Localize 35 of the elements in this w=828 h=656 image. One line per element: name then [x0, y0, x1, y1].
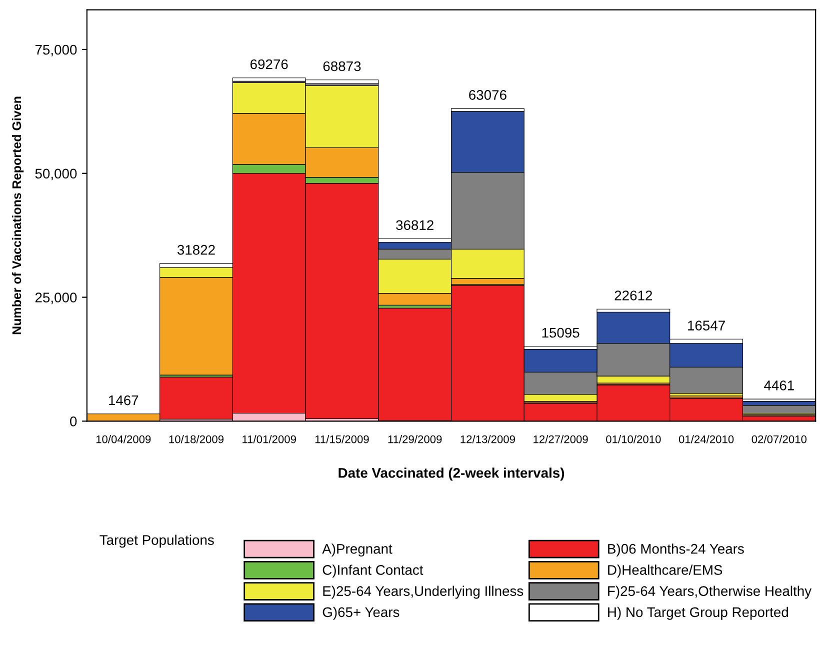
- x-tick-label: 10/04/2009: [96, 435, 151, 444]
- total-label: 36812: [396, 220, 434, 230]
- total-label: 4461: [764, 380, 794, 390]
- total-label: 22612: [614, 290, 652, 300]
- legend-label: B)06 Months-24 Years: [608, 544, 744, 557]
- x-tick-label: 01/10/2010: [606, 435, 661, 444]
- legend-label: F)25-64 Years,Otherwise Healthy: [608, 586, 812, 599]
- total-label: 1467: [108, 395, 138, 406]
- legend-label: H) No Target Group Reported: [608, 606, 788, 620]
- total-label: 69276: [250, 59, 288, 70]
- x-tick-label: 11/01/2009: [242, 435, 296, 444]
- x-tick-label: 10/18/2009: [169, 435, 224, 444]
- y-tick-label: 0: [70, 416, 77, 426]
- x-tick-label: 12/27/2009: [534, 435, 588, 444]
- x-axis-title: Date Vaccinated (2-week intervals): [338, 468, 564, 481]
- total-label: 68873: [323, 61, 361, 72]
- legend-label: C)Infant Contact: [322, 564, 424, 578]
- y-tick-label: 50,000: [35, 168, 77, 180]
- total-label: 63076: [469, 90, 506, 100]
- total-label: 31822: [177, 244, 215, 255]
- x-tick-label: 02/07/2010: [752, 435, 807, 444]
- x-tick-label: 01/24/2010: [678, 435, 734, 444]
- x-tick-label: 11/15/2009: [315, 435, 369, 444]
- x-tick-label: 11/29/2009: [388, 435, 442, 444]
- legend-label: D)Healthcare/EMS: [608, 564, 722, 578]
- y-tick-label: 75,000: [35, 44, 77, 56]
- total-label: 16547: [688, 320, 725, 330]
- legend-label: A)Pregnant: [322, 544, 392, 557]
- legend-label: G)65+ Years: [322, 606, 400, 620]
- total-label: 15095: [542, 328, 580, 338]
- y-axis-title: Number of Vaccinations Reported Given: [12, 96, 24, 334]
- x-tick-label: 12/13/2009: [460, 435, 515, 444]
- legend-label: E)25-64 Years,Underlying Illness: [323, 586, 524, 599]
- legend-title: Target Populations: [100, 534, 214, 548]
- y-tick-label: 25,000: [35, 292, 77, 304]
